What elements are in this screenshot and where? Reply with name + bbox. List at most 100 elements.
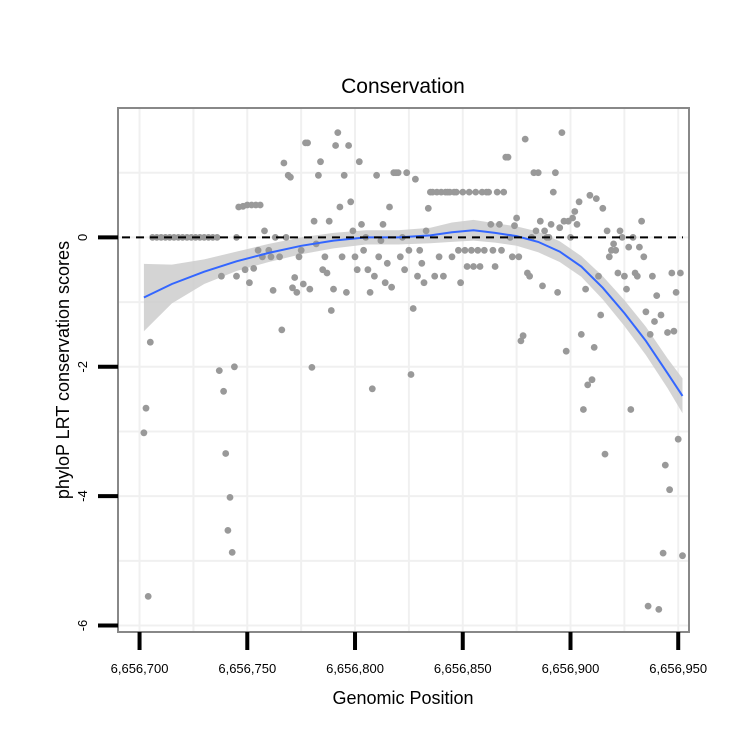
data-point <box>554 289 561 296</box>
data-point <box>388 283 395 291</box>
data-point <box>547 221 555 228</box>
data-point <box>672 289 680 296</box>
data-point <box>513 214 520 222</box>
data-point <box>256 201 264 209</box>
data-point <box>332 142 339 149</box>
data-point <box>321 253 329 261</box>
data-point <box>414 272 421 280</box>
data-point <box>556 224 564 232</box>
data-point <box>517 337 525 345</box>
y-axis-title: phyloP LRT conservation scores <box>53 241 73 499</box>
x-tick-label: 6,656,900 <box>542 661 600 676</box>
data-point <box>476 263 484 270</box>
data-point <box>649 272 656 280</box>
data-point <box>420 279 428 287</box>
data-point <box>412 175 419 183</box>
data-point <box>674 435 682 443</box>
x-tick-label: 6,656,950 <box>649 661 707 676</box>
data-point <box>287 173 294 181</box>
data-point <box>220 387 228 395</box>
data-point <box>590 344 598 351</box>
plot-border <box>117 107 690 633</box>
data-point <box>327 307 335 314</box>
y-tick-label: -2 <box>75 361 90 373</box>
data-point <box>664 329 671 336</box>
x-axis-title: Genomic Position <box>332 688 473 708</box>
data-point <box>586 191 594 199</box>
y-tick-label: 0 <box>75 234 90 241</box>
data-point <box>278 326 286 334</box>
data-point <box>582 285 589 293</box>
data-point <box>416 246 424 254</box>
data-point <box>552 169 559 177</box>
data-point <box>472 188 480 196</box>
data-point <box>657 311 665 319</box>
data-point <box>536 217 544 225</box>
data-point <box>418 259 426 267</box>
x-tick-label: 6,656,700 <box>111 661 169 676</box>
data-point <box>218 272 225 280</box>
x-axis: 6,656,700 6,656,750 6,656,800 6,656,850 6,65… <box>111 632 707 676</box>
data-point <box>440 272 447 280</box>
data-point <box>299 280 307 288</box>
data-point <box>345 142 352 149</box>
data-point <box>310 217 318 225</box>
data-point <box>498 246 505 254</box>
data-point <box>304 139 311 147</box>
data-point <box>621 272 628 280</box>
data-point <box>291 274 299 281</box>
data-point <box>325 217 333 225</box>
data-point <box>349 227 357 235</box>
data-point <box>627 406 635 413</box>
data-point <box>580 406 587 413</box>
data-point <box>338 253 346 261</box>
data-point <box>610 240 617 248</box>
chart-title: Conservation <box>341 75 465 98</box>
data-point <box>306 285 314 293</box>
data-point <box>366 289 374 296</box>
data-point <box>577 331 585 338</box>
data-point <box>282 234 290 241</box>
data-point <box>271 234 279 241</box>
data-point <box>383 259 391 267</box>
data-point <box>521 135 529 143</box>
y-axis: 0 -2 -4 -6 <box>75 234 118 631</box>
data-point <box>485 188 492 196</box>
data-point <box>422 227 430 235</box>
data-point <box>612 246 620 254</box>
data-point <box>616 227 624 235</box>
data-point <box>364 266 372 274</box>
data-point <box>651 318 658 325</box>
data-point <box>452 188 460 196</box>
data-point <box>661 461 669 469</box>
data-point <box>401 266 408 274</box>
data-point <box>140 429 148 437</box>
data-point <box>679 552 686 560</box>
data-point <box>222 450 230 457</box>
data-point <box>431 272 439 280</box>
smooth-line-layer <box>143 229 684 397</box>
data-point <box>396 253 404 261</box>
data-point <box>144 593 152 600</box>
data-point <box>655 606 663 613</box>
data-point <box>549 188 557 196</box>
data-point <box>625 243 633 251</box>
data-point <box>515 253 523 261</box>
data-point <box>224 527 232 534</box>
data-point <box>295 253 303 261</box>
data-point <box>618 234 626 241</box>
data-point <box>584 381 592 389</box>
data-point <box>315 171 322 179</box>
data-point <box>670 327 678 335</box>
data-point <box>246 279 253 287</box>
data-point <box>289 284 296 292</box>
y-tick-label: -4 <box>75 490 90 502</box>
data-point <box>448 253 456 261</box>
data-point <box>614 269 622 277</box>
data-point <box>403 169 411 177</box>
data-point <box>646 331 654 338</box>
data-point <box>340 171 348 179</box>
data-point <box>569 214 576 222</box>
data-point <box>394 169 402 177</box>
